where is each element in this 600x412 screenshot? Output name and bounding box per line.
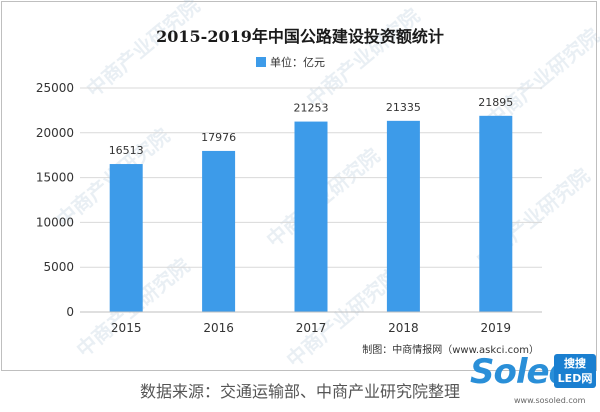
data-label: 17976 [201,131,236,144]
x-tick-label: 2018 [388,321,419,335]
bar [294,121,328,312]
bar [386,120,420,312]
bars: 16513 17976 21253 21335 21895 [109,96,513,312]
bar [202,150,236,312]
site-logo-url: www.sosoled.com [514,396,586,405]
legend-label: 单位：亿元 [270,55,325,69]
data-label: 21335 [386,101,421,114]
site-logo: Soled 搜搜 LED网 www.sosoled.com [470,352,598,410]
y-tick-label: 15000 [36,171,74,185]
data-label: 16513 [109,144,144,157]
site-logo-tag-line1: 搜搜 [564,357,586,370]
y-axis: 0 5000 10000 15000 20000 25000 [36,81,74,319]
bar [109,164,143,312]
site-logo-tag-line2: LED网 [557,372,593,385]
x-tick-label: 2015 [111,321,142,335]
data-label: 21253 [294,102,329,115]
chart-credit: 制图：中商情报网（www.askci.com） [362,343,539,356]
site-logo-tag: 搜搜 LED网 [554,354,596,388]
x-tick-label: 2016 [203,321,234,335]
data-label: 21895 [478,96,513,109]
legend-swatch [256,57,266,67]
source-note: 数据来源：交通运输部、中商产业研究院整理 [139,382,460,401]
x-tick-label: 2017 [296,321,327,335]
y-tick-label: 5000 [43,260,74,274]
bar [479,115,513,312]
y-tick-label: 20000 [36,126,74,140]
x-tick-label: 2019 [481,321,512,335]
chart: 2015-2019年中国公路建设投资额统计 单位：亿元 0 5000 10000 15… [36,27,542,356]
chart-title: 2015-2019年中国公路建设投资额统计 [156,27,444,46]
y-tick-label: 0 [66,305,74,319]
x-axis: 2015 2016 2017 2018 2019 [80,311,542,335]
y-tick-label: 10000 [36,215,74,229]
y-tick-label: 25000 [36,81,74,95]
chart-frame: 中商产业研究院 中商产业研究院 中商产业研究院 中商产业研究院 中商产业研究院 … [1,0,600,372]
